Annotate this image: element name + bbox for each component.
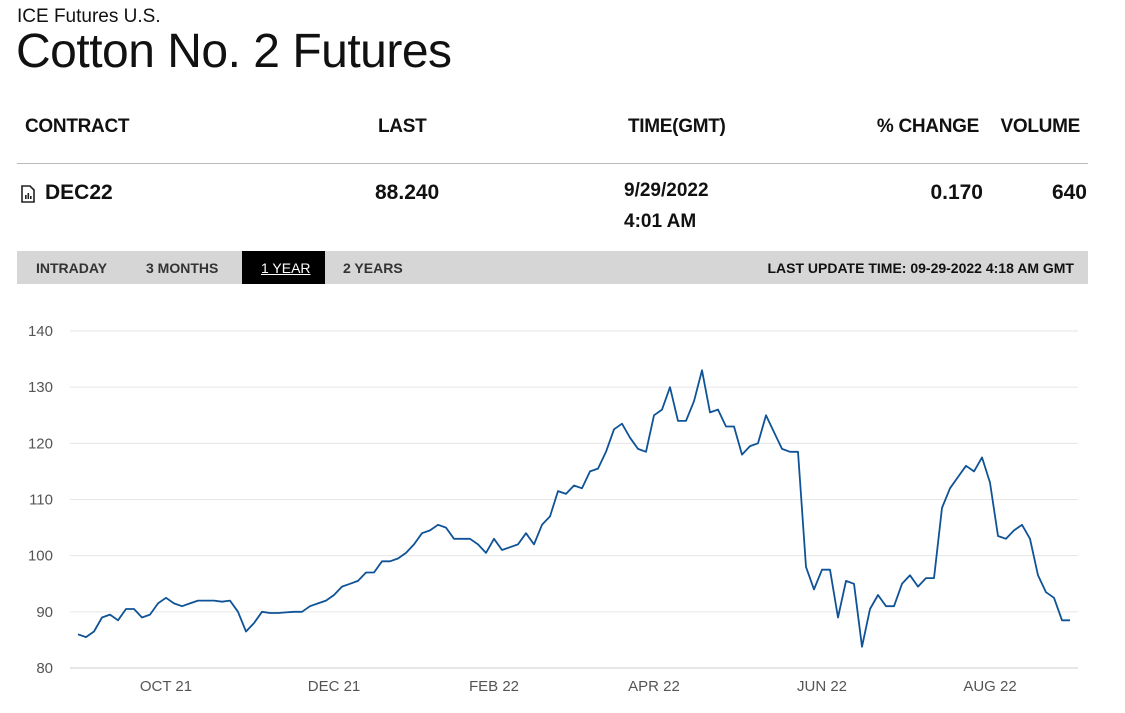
column-header: CONTRACT (25, 116, 130, 137)
time-clock: 4:01 AM (624, 211, 697, 232)
y-tick-label: 140 (28, 323, 53, 340)
tab[interactable]: 3 MONTHS (146, 260, 219, 276)
exchange: ICE Futures U.S. (17, 6, 161, 27)
y-tick-label: 90 (36, 604, 53, 621)
last-price: 88.240 (375, 181, 440, 204)
tab[interactable]: 2 YEARS (343, 260, 403, 276)
page-title: Cotton No. 2 Futures (16, 25, 452, 78)
volume: 640 (1051, 181, 1087, 204)
percent-change: 0.170 (930, 181, 983, 204)
x-tick-label: OCT 21 (140, 678, 192, 695)
time-date: 9/29/2022 (624, 180, 709, 201)
y-tick-label: 80 (36, 660, 53, 677)
x-tick-label: APR 22 (628, 678, 680, 695)
active-tab-bg (242, 251, 325, 284)
tab[interactable]: INTRADAY (36, 260, 108, 276)
x-tick-label: FEB 22 (469, 678, 519, 695)
contract[interactable]: DEC22 (45, 181, 113, 204)
last-update: LAST UPDATE TIME: 09-29-2022 4:18 AM GMT (767, 260, 1074, 276)
column-header: TIME(GMT) (628, 116, 726, 137)
x-tick-label: JUN 22 (797, 678, 847, 695)
y-tick-label: 120 (28, 435, 53, 452)
column-header: VOLUME (1000, 116, 1081, 137)
tab-active[interactable]: 1 YEAR (261, 260, 311, 276)
column-header: % CHANGE (876, 116, 979, 137)
divider (17, 163, 1088, 164)
contract-icon[interactable] (21, 185, 35, 203)
column-header: LAST (378, 116, 427, 137)
x-tick-label: AUG 22 (963, 678, 1016, 695)
y-tick-label: 130 (28, 379, 53, 396)
x-tick-label: DEC 21 (308, 678, 361, 695)
tab-bar (17, 251, 1088, 284)
y-tick-label: 100 (28, 548, 53, 565)
y-tick-label: 110 (29, 492, 53, 509)
price-line (77, 369, 1070, 648)
